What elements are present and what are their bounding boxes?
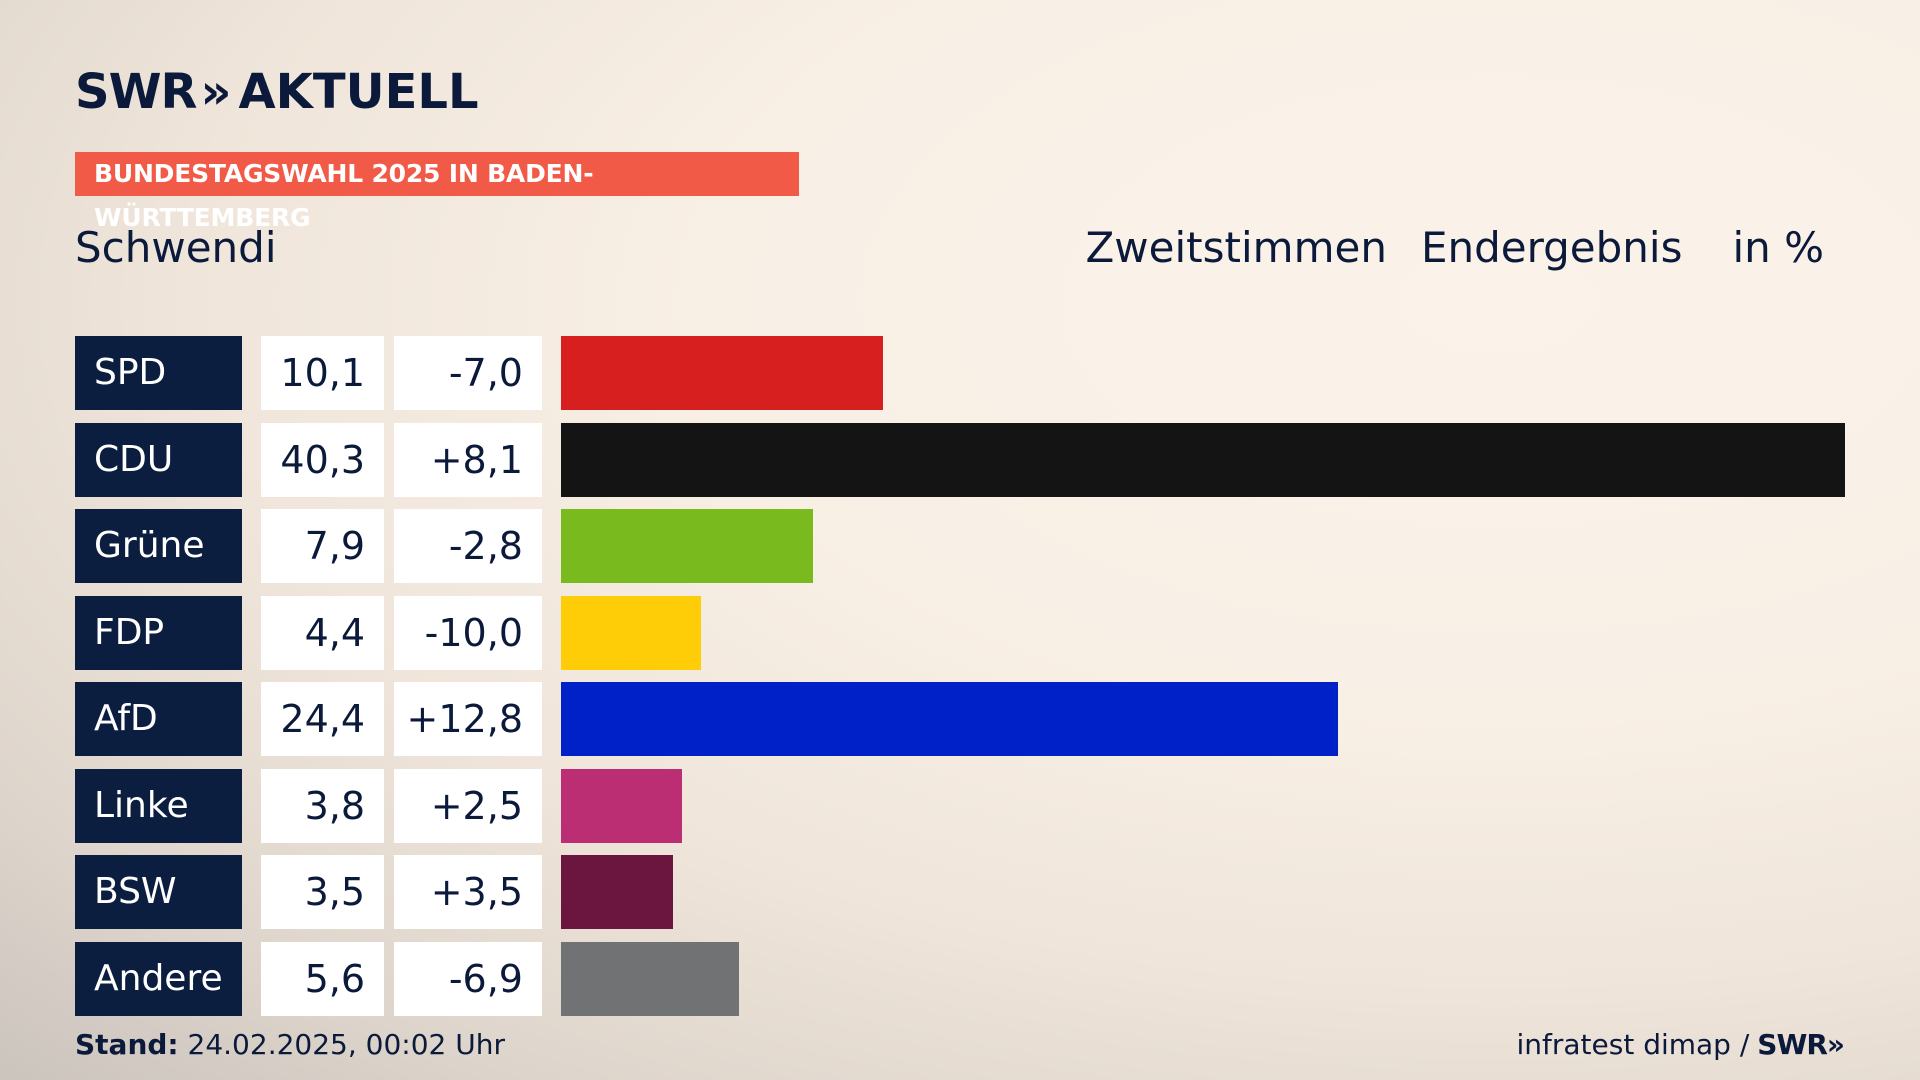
result-difference: -7,0	[394, 336, 542, 410]
party-label: Linke	[75, 769, 242, 843]
result-status-label: Endergebnis	[1420, 223, 1683, 272]
vote-type-label: Zweitstimmen	[1085, 223, 1387, 272]
result-value: 24,4	[261, 682, 384, 756]
result-row: BSW 3,5 +3,5	[0, 855, 1920, 929]
logo-swr-text: SWR	[75, 64, 197, 120]
source-text: infratest dimap /	[1516, 1028, 1750, 1061]
result-bar	[561, 682, 1338, 756]
chart-header: Zweitstimmen Endergebnis in %	[1086, 222, 1824, 274]
result-bar	[561, 509, 813, 583]
result-row: Grüne 7,9 -2,8	[0, 509, 1920, 583]
location-title: Schwendi	[75, 223, 277, 272]
result-value: 3,8	[261, 769, 384, 843]
result-row: AfD 24,4 +12,8	[0, 682, 1920, 756]
result-difference: -2,8	[394, 509, 542, 583]
result-row: CDU 40,3 +8,1	[0, 423, 1920, 497]
stand-value: 24.02.2025, 00:02 Uhr	[187, 1028, 505, 1061]
result-bar	[561, 769, 682, 843]
result-value: 5,6	[261, 942, 384, 1016]
result-bar	[561, 855, 673, 929]
result-value: 40,3	[261, 423, 384, 497]
party-label: FDP	[75, 596, 242, 670]
logo-chevron-icon: »	[200, 64, 231, 120]
result-difference: +12,8	[394, 682, 542, 756]
result-bar	[561, 942, 739, 1016]
logo-aktuell-text: AKTUELL	[238, 64, 479, 120]
result-value: 10,1	[261, 336, 384, 410]
swr-aktuell-logo: SWR » AKTUELL	[75, 64, 479, 120]
result-difference: +3,5	[394, 855, 542, 929]
party-label: AfD	[75, 682, 242, 756]
result-bar	[561, 336, 883, 410]
result-bar	[561, 596, 701, 670]
result-row: Andere 5,6 -6,9	[0, 942, 1920, 1016]
result-difference: +8,1	[394, 423, 542, 497]
party-label: Andere	[75, 942, 242, 1016]
stand-label: Stand:	[75, 1028, 179, 1061]
result-difference: +2,5	[394, 769, 542, 843]
party-label: CDU	[75, 423, 242, 497]
result-bar	[561, 423, 1845, 497]
party-label: BSW	[75, 855, 242, 929]
result-value: 4,4	[261, 596, 384, 670]
party-label: Grüne	[75, 509, 242, 583]
result-difference: -10,0	[394, 596, 542, 670]
result-row: SPD 10,1 -7,0	[0, 336, 1920, 410]
result-row: Linke 3,8 +2,5	[0, 769, 1920, 843]
timestamp: Stand: 24.02.2025, 00:02 Uhr	[75, 1028, 505, 1062]
result-value: 7,9	[261, 509, 384, 583]
source-credit: infratest dimap / SWR»	[1516, 1028, 1845, 1062]
party-label: SPD	[75, 336, 242, 410]
result-value: 3,5	[261, 855, 384, 929]
result-difference: -6,9	[394, 942, 542, 1016]
election-banner: BUNDESTAGSWAHL 2025 IN BADEN-WÜRTTEMBERG	[75, 152, 799, 232]
unit-label: in %	[1732, 223, 1824, 272]
result-row: FDP 4,4 -10,0	[0, 596, 1920, 670]
footer-swr-logo: SWR»	[1757, 1028, 1845, 1061]
